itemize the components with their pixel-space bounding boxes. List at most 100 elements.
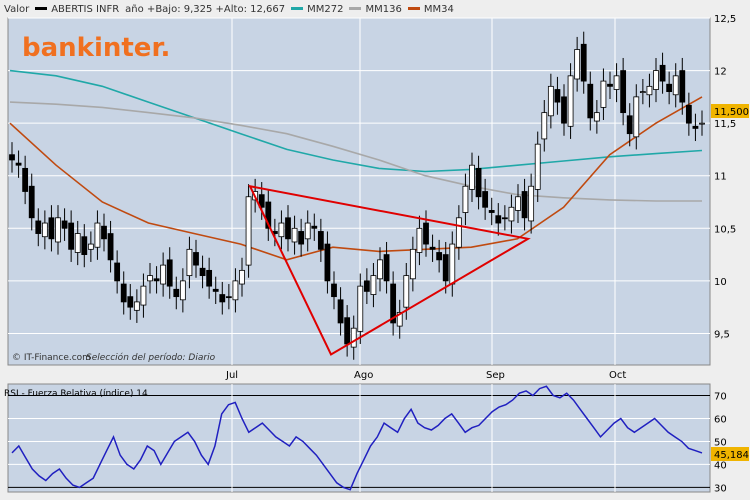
price-axis: 9,5 10 10,5 11 11,5 12 12,5 [714, 14, 736, 340]
candle-body [357, 285, 364, 332]
ticker-name: ABERTIS INFR [51, 3, 120, 15]
rsi-tick-label: 50 [714, 437, 727, 448]
candle-body [120, 283, 127, 303]
candle-body [133, 301, 140, 311]
candle-body [55, 217, 61, 243]
candle-body [383, 254, 390, 282]
candle-body [278, 222, 285, 238]
candle-body [94, 222, 101, 248]
candle-body [350, 327, 357, 348]
candle-body [81, 236, 88, 255]
candle-body [455, 217, 462, 248]
candle-body [291, 227, 298, 243]
candle-body [28, 185, 35, 219]
candle-body [403, 275, 410, 308]
candle-body [173, 288, 180, 298]
ma-line-mm136 [9, 101, 702, 202]
candle-body [193, 252, 199, 266]
rsi-tick-label: 70 [714, 391, 727, 402]
candle-body [61, 220, 68, 229]
mm34-swatch [407, 7, 420, 10]
candle-body [442, 254, 449, 282]
candle-body [699, 122, 705, 125]
candle-body [646, 85, 653, 96]
candle-body [521, 191, 528, 219]
candle-body [186, 248, 193, 277]
candle-body [475, 167, 482, 198]
candle-body [561, 96, 567, 124]
candle-body [653, 70, 659, 90]
mm34-label: MM34 [423, 3, 454, 15]
last-price-badge [711, 104, 749, 118]
candle-body [337, 299, 344, 324]
last-rsi-value: 45,184 [714, 450, 749, 461]
last-rsi-badge [711, 447, 749, 461]
candle-body [587, 83, 594, 119]
candle-body [239, 269, 245, 285]
candle-body [626, 115, 633, 135]
rsi-grid [8, 384, 710, 492]
candle-body [580, 43, 587, 82]
price-tick-label: 10 [714, 277, 727, 288]
rsi-axis: 30 40 50 60 70 [714, 391, 727, 494]
rsi-plot-area [7, 383, 711, 493]
candle-body [534, 143, 541, 190]
rsi-title: RSI - Fuerza Relativa (índice) 14 [4, 389, 148, 399]
candle-body [68, 222, 75, 250]
value-label: Valor [4, 3, 30, 15]
candle-body [370, 275, 377, 295]
candles [9, 31, 705, 360]
time-tick-label: Sep [486, 370, 505, 381]
candle-body [633, 96, 640, 138]
ticker-swatch [35, 7, 48, 10]
candle-body [9, 154, 15, 161]
candle-body [101, 225, 107, 240]
candle-body [87, 243, 94, 250]
time-axis: Jul Ago Sep Oct [225, 370, 626, 381]
price-tick-label: 9,5 [714, 329, 730, 340]
candle-body [179, 280, 186, 301]
candle-body [35, 220, 42, 234]
candle-body [114, 262, 121, 282]
candle-body [672, 75, 679, 96]
rsi-line [11, 385, 703, 491]
candle-body [160, 264, 167, 285]
mm272-label: MM272 [307, 3, 344, 15]
moving-averages [9, 69, 703, 261]
candle-body [127, 296, 134, 308]
candle-body [166, 259, 173, 287]
footer-copyright: © IT-Finance.com [12, 353, 91, 363]
candle-body [15, 162, 22, 166]
rsi-tick-label: 60 [714, 414, 727, 425]
ma-line-mm34 [9, 96, 703, 261]
candle-body [613, 75, 620, 90]
candle-body [363, 280, 370, 292]
candle-body [574, 49, 581, 80]
last-price-value: 11,500 [714, 107, 749, 118]
candle-body [409, 248, 416, 280]
candle-body [692, 125, 699, 129]
candle-body [265, 201, 272, 229]
candle-body [449, 243, 456, 285]
candle-body [423, 222, 429, 245]
candle-body [593, 112, 600, 122]
footer-period: Selección del período: Diario [86, 352, 216, 363]
rsi-tick-label: 30 [714, 483, 727, 494]
time-tick-label: Oct [609, 370, 626, 381]
candle-body [153, 278, 160, 282]
candle-body [659, 64, 666, 82]
candle-body [324, 243, 331, 282]
mm136-label: MM136 [365, 3, 402, 15]
candle-body [462, 185, 469, 213]
candle-body [495, 215, 502, 224]
price-tick-label: 11,5 [714, 119, 736, 130]
candle-body [429, 246, 436, 250]
candle-body [501, 217, 508, 220]
candle-body [219, 294, 226, 303]
candle-body [554, 89, 561, 103]
candle-body [317, 231, 324, 250]
price-tick-label: 11 [714, 172, 727, 183]
candle-body [515, 196, 521, 211]
candle-body [311, 225, 318, 229]
candle-body [41, 222, 48, 238]
